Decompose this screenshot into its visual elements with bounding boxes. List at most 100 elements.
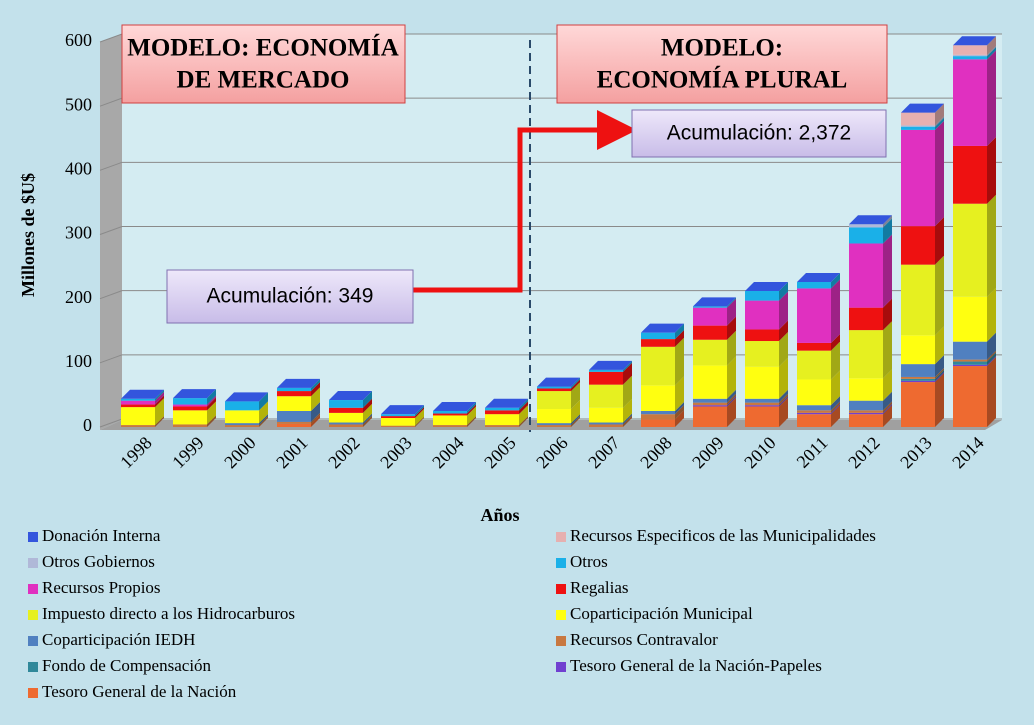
bar-segment [745,300,779,330]
legend-label: Recursos Propios [42,578,161,597]
bar-side [987,47,996,60]
bar-segment [901,376,935,379]
bar-side [779,389,788,403]
legend-label: Tesoro General de la Nación-Papeles [570,656,822,675]
bar-segment [537,391,571,410]
bar-segment [433,413,467,416]
legend-swatch [556,610,566,620]
bar-segment [173,398,207,405]
bar-side [675,410,684,427]
bar-side [259,414,268,426]
bar-segment [225,425,259,427]
bar-segment [693,398,727,403]
y-tick-label: 100 [65,351,92,371]
bar-segment [277,410,311,422]
bar-side [935,217,944,265]
bar-segment [641,410,675,415]
bar-segment [797,412,831,415]
bar-side [987,194,996,297]
legend-label: Recursos Especificos de las Municipalida… [570,526,876,545]
bar-segment [953,45,987,55]
bar-segment [121,404,155,408]
y-tick-label: 200 [65,287,92,307]
bar-segment [953,59,987,146]
bar-side [727,330,736,366]
bar-segment [953,54,987,57]
legend-swatch [556,662,566,672]
bar-segment [381,416,415,419]
left-wall [100,34,122,430]
bar-side [207,415,216,427]
bar-side [987,350,996,362]
bar-segment [953,145,987,204]
bar-side [623,413,632,425]
bar-segment [225,423,259,426]
arrow [413,110,637,293]
bar-segment [277,423,311,427]
bar-segment [537,423,571,426]
legend-label: Donación Interna [42,526,161,545]
bar-side [311,387,320,411]
bar-segment [849,330,883,379]
bar-side [883,298,892,331]
bar-side [415,407,424,419]
bar-segment [121,425,155,427]
bar-side [831,405,840,427]
bar-side [779,320,788,342]
bar-segment [797,342,831,351]
bar-segment [901,112,935,126]
bar-side [935,373,944,427]
bar-segment [901,380,935,383]
bar-segment [277,396,311,411]
bar-side [363,391,372,408]
bar-top [953,36,996,46]
bar-segment [537,409,571,424]
bar-side [259,416,268,427]
bar-segment [485,414,519,426]
bar-segment [277,387,311,392]
bar-side [883,401,892,413]
bar-segment [485,407,519,411]
legend-label: Otros [570,552,608,571]
bar-side [675,323,684,340]
bar-segment [173,424,207,427]
legend-label: Recursos Contravalor [570,630,718,649]
bar-side [571,400,580,424]
bar-side [935,369,944,381]
annotation: DE MERCADO [177,67,350,94]
bar-top [381,405,424,415]
bar-segment [329,412,363,423]
bar-segment [745,406,779,427]
bar-side [623,375,632,408]
annotation-box [631,109,887,158]
bar-segment [641,339,675,347]
bar-segment [329,407,363,413]
y-tick-label: 500 [65,94,92,114]
bar-segment [121,400,155,405]
bar-side [467,401,476,414]
bar-side [883,321,892,379]
bar-side [935,103,944,126]
bar-segment [953,296,987,342]
bar-segment [745,290,779,301]
bar-side [675,337,684,386]
bar-top [121,389,164,399]
bar-side [415,405,424,417]
bar-side [311,401,320,422]
bar-segment [693,405,727,407]
annotation-box [166,269,414,324]
bar-side [831,396,840,411]
legend-label: Coparticipación Municipal [570,604,753,623]
bar-side [311,412,320,424]
bar-side [883,403,892,415]
bar-side [363,403,372,423]
bar-segment [329,400,363,408]
bar-side [727,316,736,340]
bar-side [363,398,372,413]
legend-swatch [556,558,566,568]
bar-side [363,415,372,427]
annotation: MODELO: [661,35,783,62]
legend-label: Tesoro General de la Nación [42,682,237,701]
bar-side [207,397,216,411]
annotation-box [556,24,888,104]
